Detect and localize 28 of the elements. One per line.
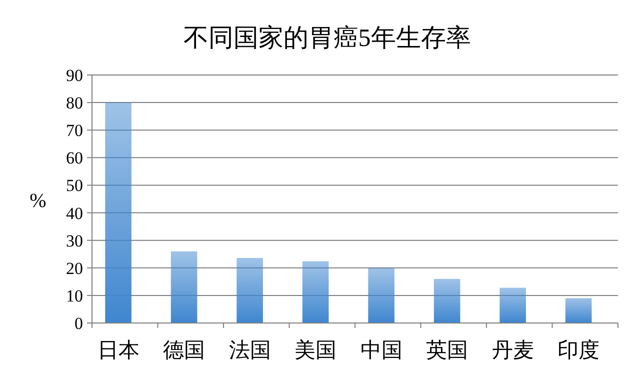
y-tick-label: 50 — [66, 176, 83, 196]
bar — [170, 251, 198, 323]
y-tick-label: 90 — [66, 66, 83, 85]
y-tick-label: 60 — [66, 148, 83, 168]
x-tick-label: 美国 — [294, 338, 337, 362]
chart-title: 不同国家的胃癌5年生存率 — [183, 24, 471, 52]
y-tick-label: 10 — [66, 286, 83, 306]
y-tick-label: 40 — [66, 204, 83, 223]
y-tick-label: 30 — [66, 231, 83, 250]
y-tick-label: 0 — [74, 314, 83, 333]
y-tick-label: 70 — [66, 121, 83, 140]
bar — [236, 258, 263, 323]
x-tick-label: 法国 — [228, 338, 271, 362]
bar — [302, 261, 329, 323]
x-tick-label: 丹麦 — [492, 338, 534, 362]
x-tick-label: 日本 — [97, 338, 140, 362]
y-tick-label: 20 — [66, 258, 83, 278]
y-axis-title: % — [30, 190, 46, 212]
bar — [500, 288, 526, 323]
y-tick-label: 80 — [66, 94, 83, 113]
x-tick-label: 中国 — [360, 338, 402, 362]
bar — [105, 102, 132, 323]
x-tick-label: 英国 — [426, 338, 468, 362]
bar — [434, 278, 460, 323]
x-tick-label: 德国 — [163, 338, 206, 362]
x-tick-label: 印度 — [558, 338, 600, 362]
bar — [368, 268, 394, 323]
bar — [565, 298, 592, 323]
